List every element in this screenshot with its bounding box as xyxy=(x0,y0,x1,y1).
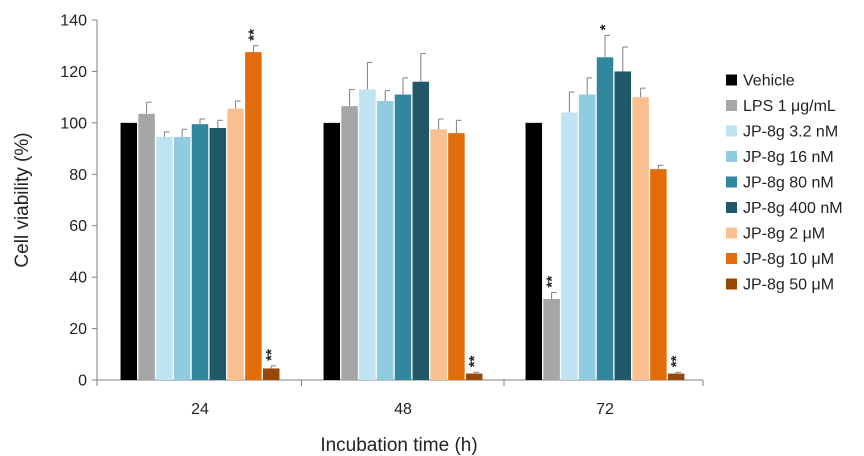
bar xyxy=(227,108,244,380)
legend-label: JP-8g 80 nM xyxy=(743,175,834,192)
legend-label: JP-8g 400 nM xyxy=(743,200,843,217)
bar xyxy=(394,94,412,381)
legend-label: JP-8g 50 μM xyxy=(743,277,834,294)
y-tick-label: 20 xyxy=(69,321,87,338)
y-tick-label: 100 xyxy=(60,115,87,132)
legend-label: JP-8g 3.2 nM xyxy=(743,124,838,141)
legend-swatch xyxy=(726,202,737,213)
legend-swatch xyxy=(726,278,737,290)
bar xyxy=(650,169,667,380)
significance-label: ** xyxy=(668,355,685,367)
bar xyxy=(173,137,191,380)
legend-swatch xyxy=(726,100,737,111)
bar xyxy=(323,122,341,380)
bar xyxy=(614,71,632,380)
legend-swatch xyxy=(726,74,737,86)
significance-label: ** xyxy=(466,355,483,367)
bar xyxy=(525,122,543,380)
bar xyxy=(209,128,227,380)
x-tick-label: 48 xyxy=(394,401,412,418)
legend-label: Vehicle xyxy=(743,73,795,90)
bar xyxy=(465,373,483,380)
bar xyxy=(561,112,578,381)
bar xyxy=(376,101,394,380)
legend-swatch xyxy=(726,253,737,264)
legend-swatch xyxy=(726,151,737,162)
x-tick-label: 24 xyxy=(191,401,209,418)
significance-label: ** xyxy=(544,276,561,288)
legend-label: JP-8g 16 nM xyxy=(743,149,834,166)
bar xyxy=(667,373,685,380)
y-tick-label: 80 xyxy=(69,167,87,184)
y-tick-label: 40 xyxy=(69,270,87,287)
bar xyxy=(138,113,155,380)
y-tick-label: 140 xyxy=(60,13,87,30)
legend: Vehicle LPS 1 μg/mL JP-8g 3.2 nM JP-8g 16 n… xyxy=(726,73,843,294)
bar xyxy=(262,368,280,380)
legend-label: JP-8g 2 μM xyxy=(743,226,825,243)
legend-label: LPS 1 μg/mL xyxy=(743,98,836,115)
bar xyxy=(430,129,447,380)
significance-label: ** xyxy=(245,29,262,41)
y-tick-label: 0 xyxy=(78,373,87,390)
x-axis-title: Incubation time (h) xyxy=(320,435,477,456)
bar xyxy=(156,137,173,380)
bar xyxy=(245,52,262,381)
legend-swatch xyxy=(726,176,737,188)
bar xyxy=(341,106,358,381)
significance-label: ** xyxy=(263,349,280,361)
bar xyxy=(448,133,465,380)
legend-swatch xyxy=(726,125,737,137)
y-axis-title: Cell viability (%) xyxy=(12,132,33,267)
bar xyxy=(543,299,560,380)
legend-swatch xyxy=(726,227,737,239)
bar xyxy=(359,89,376,380)
bar xyxy=(632,97,649,381)
bar xyxy=(120,122,138,380)
y-tick-label: 60 xyxy=(69,218,87,235)
y-tick-label: 120 xyxy=(60,64,87,81)
bar xyxy=(596,57,614,381)
bar xyxy=(578,94,596,381)
bar xyxy=(412,81,430,380)
x-tick-label: 72 xyxy=(596,401,614,418)
significance-label: * xyxy=(597,24,614,30)
legend-label: JP-8g 10 μM xyxy=(743,251,834,268)
bar xyxy=(191,124,209,381)
